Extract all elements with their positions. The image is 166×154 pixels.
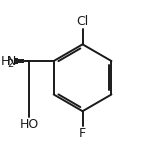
Text: N: N <box>6 55 16 68</box>
Text: H: H <box>1 55 10 68</box>
Text: 2: 2 <box>7 59 13 69</box>
Text: HO: HO <box>20 118 39 131</box>
Text: Cl: Cl <box>77 15 89 28</box>
Text: F: F <box>79 127 86 140</box>
